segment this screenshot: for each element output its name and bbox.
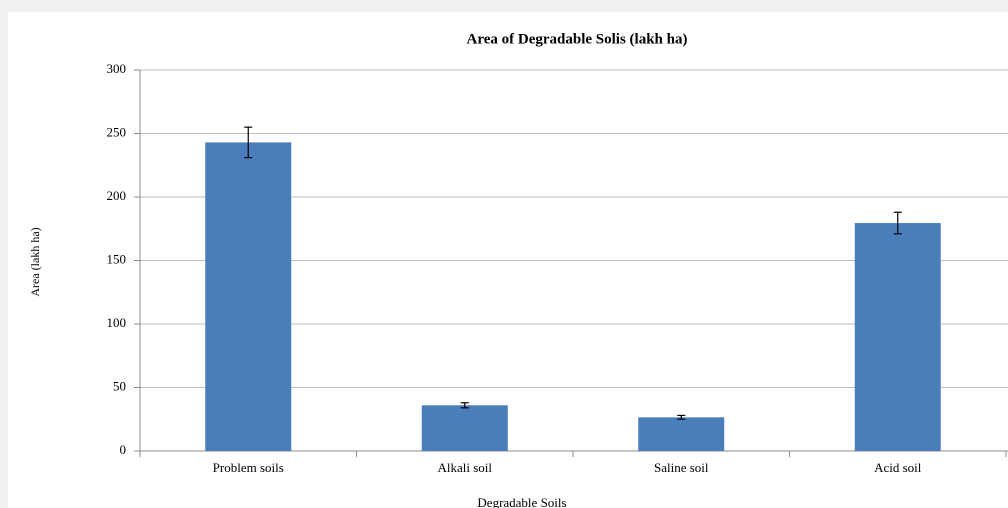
bar xyxy=(205,142,292,451)
y-tick-label: 300 xyxy=(107,61,127,76)
x-tick-label: Acid soil xyxy=(874,460,922,475)
y-tick-label: 200 xyxy=(107,188,127,203)
x-tick-label: Problem soils xyxy=(213,460,284,475)
y-tick-label: 100 xyxy=(107,315,127,330)
error-bar xyxy=(460,402,469,409)
x-tick-label: Saline soil xyxy=(654,460,709,475)
error-bar xyxy=(893,211,902,235)
bar xyxy=(854,223,941,451)
bar xyxy=(421,405,508,451)
bar xyxy=(638,417,725,451)
error-bar xyxy=(244,126,253,159)
y-tick-label: 0 xyxy=(120,442,127,457)
y-axis-label: Area (lakh ha) xyxy=(28,227,42,296)
y-tick-label: 150 xyxy=(107,251,127,266)
x-axis-label: Degradable Soils xyxy=(477,495,566,508)
error-bar xyxy=(677,414,686,420)
chart-title: Area of Degradable Solis (lakh ha) xyxy=(467,31,688,47)
y-tick-label: 250 xyxy=(107,124,127,139)
y-tick-label: 50 xyxy=(113,378,126,393)
x-tick-label: Alkali soil xyxy=(437,460,492,475)
